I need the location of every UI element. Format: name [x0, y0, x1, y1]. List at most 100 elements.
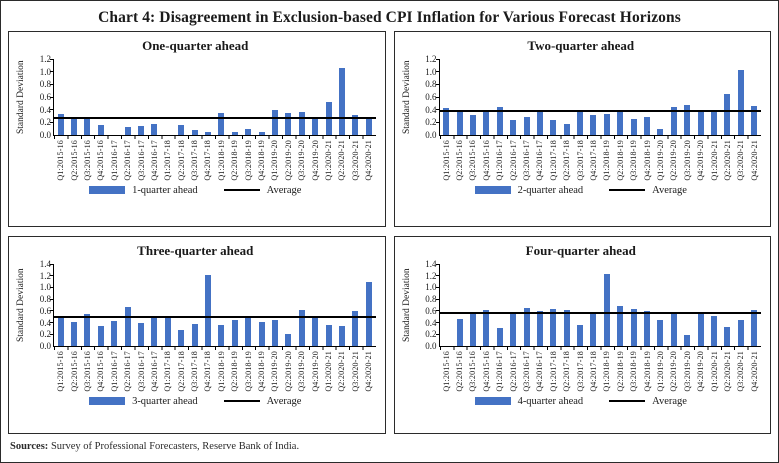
x-tick-label: Q2:2020-21 — [722, 351, 732, 392]
bar-column — [201, 59, 214, 135]
x-tick-label: Q3:2019-20 — [297, 351, 307, 392]
x-label-column: Q2:2016-17 — [506, 351, 519, 392]
y-axis-ticks: 0.0 0.2 0.4 0.6 0.8 1.0 1.2 — [28, 54, 53, 140]
y-tick-mark — [50, 286, 54, 288]
x-tick-label: Q2:2016-17 — [508, 351, 518, 392]
y-tick-label: 0.4 — [39, 104, 51, 115]
bar — [298, 310, 305, 346]
bar-column — [694, 59, 707, 135]
x-tick-label: Q1:2019-20 — [655, 351, 665, 392]
x-tick-marks — [439, 136, 761, 139]
bar-column — [161, 264, 174, 346]
bar-column — [295, 264, 308, 346]
x-tick-label: Q3:2020-21 — [736, 351, 746, 392]
bar-column — [681, 264, 694, 346]
bar — [338, 326, 345, 346]
y-tick-label: 1.2 — [39, 270, 51, 281]
bars-row — [435, 263, 761, 347]
x-tick-label: Q2:2020-21 — [337, 140, 347, 181]
bar-column — [734, 264, 747, 346]
legend-series-label: 2-quarter ahead — [517, 184, 584, 196]
bar-column — [707, 264, 720, 346]
bar-column — [322, 59, 335, 135]
y-tick-mark — [435, 263, 440, 265]
plot-area: Q1:2015-16 Q2:2015-16 Q3:2015-16 Q4:2015-16… — [50, 58, 376, 181]
x-tick-label: Q4:2018-19 — [642, 351, 652, 392]
x-label-column: Q2:2020-21 — [721, 351, 734, 392]
panel-title: One-quarter ahead — [142, 38, 249, 53]
y-axis-label: Standard Deviation — [401, 268, 412, 342]
y-tick-label: 0.0 — [39, 341, 51, 351]
y-tick-label: 1.0 — [425, 66, 437, 77]
bar — [57, 318, 64, 346]
sources-label: Sources: — [10, 441, 49, 452]
x-tick-label: Q3:2020-21 — [736, 140, 746, 181]
bar — [271, 110, 278, 135]
y-tick-label: 0.6 — [39, 305, 51, 316]
x-label-column: Q1:2020-21 — [322, 140, 335, 181]
bar-column — [201, 264, 214, 346]
x-tick-label: Q1:2020-21 — [709, 140, 719, 181]
bar-column — [282, 59, 295, 135]
legend-bar-swatch — [474, 186, 511, 195]
bar-column — [241, 59, 254, 135]
x-tick-label: Q3:2015-16 — [82, 140, 92, 181]
bar — [697, 313, 704, 346]
x-label-column: Q4:2017-18 — [587, 351, 600, 392]
plot-area: Q1:2015-16 Q2:2015-16 Q3:2015-16 Q4:2015-16… — [435, 263, 761, 392]
x-label-column: Q1:2018-19 — [215, 140, 228, 181]
legend: 3-quarter ahead Average — [15, 395, 376, 408]
x-tick-label: Q1:2018-19 — [602, 351, 612, 392]
bar-column — [533, 59, 546, 135]
bar — [483, 111, 490, 135]
x-tick-label: Q1:2015-16 — [441, 351, 451, 392]
figure-title: Chart 4: Disagreement in Exclusion-based… — [98, 9, 681, 26]
bar — [603, 274, 610, 346]
bars-row — [435, 58, 761, 136]
y-axis-label: Standard Deviation — [16, 60, 26, 134]
bar-column — [707, 59, 720, 135]
x-tick-label: Q1:2016-17 — [495, 140, 505, 181]
bar-column — [228, 59, 241, 135]
y-tick-mark — [435, 298, 440, 300]
x-tick-label: Q1:2015-16 — [441, 140, 451, 181]
bar — [138, 126, 145, 135]
x-label-column: Q4:2020-21 — [362, 351, 375, 392]
bar — [751, 106, 758, 135]
x-label-column: Q2:2016-17 — [506, 140, 519, 181]
bar-column — [453, 264, 466, 346]
average-line — [54, 116, 376, 119]
bar — [84, 314, 91, 346]
x-tick-label: Q3:2016-17 — [136, 351, 146, 392]
bar — [724, 327, 731, 346]
x-label-column: Q1:2015-16 — [54, 140, 67, 181]
bar-column — [295, 59, 308, 135]
x-tick-label: Q4:2017-18 — [588, 351, 598, 392]
x-label-column: Q2:2019-20 — [667, 351, 680, 392]
panel-one-quarter-ahead: One-quarter ahead Standard Deviation 0.0 0.… — [8, 31, 386, 227]
x-label-column: Q1:2016-17 — [493, 140, 506, 181]
x-label-column: Q4:2018-19 — [640, 351, 653, 392]
bar-column — [493, 59, 506, 135]
x-tick-label: Q2:2019-20 — [669, 351, 679, 392]
bars-row — [50, 263, 376, 347]
x-label-column: Q3:2015-16 — [466, 351, 479, 392]
x-tick-label: Q4:2018-19 — [642, 140, 652, 181]
x-label-column: Q3:2018-19 — [241, 351, 254, 392]
bar-column — [627, 264, 640, 346]
bar — [218, 325, 225, 346]
x-tick-label: Q4:2017-18 — [203, 351, 213, 392]
x-tick-label: Q4:2020-21 — [364, 351, 374, 392]
x-tick-label: Q2:2017-18 — [176, 351, 186, 392]
x-tick-label: Q2:2017-18 — [562, 140, 572, 181]
x-tick-label: Q2:2018-19 — [230, 140, 240, 181]
y-axis-label: Standard Deviation — [16, 268, 26, 342]
bar — [550, 120, 557, 135]
legend-series-label: 4-quarter ahead — [517, 395, 584, 407]
bar — [151, 124, 158, 135]
plot-area: Q1:2015-16 Q2:2015-16 Q3:2015-16 Q4:2015-16… — [50, 263, 376, 392]
x-tick-label: Q1:2017-18 — [548, 351, 558, 392]
x-label-column: Q2:2017-18 — [560, 140, 573, 181]
bar-column — [282, 264, 295, 346]
y-tick-label: 0.2 — [425, 329, 437, 340]
